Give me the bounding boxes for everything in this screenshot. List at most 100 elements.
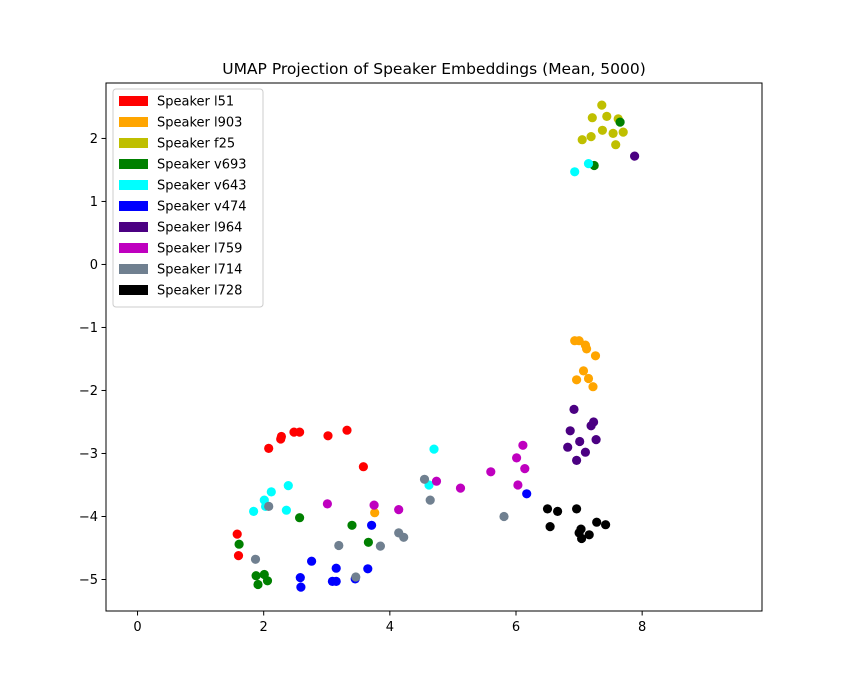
point-speaker-l728-0	[542, 504, 553, 514]
point-speaker-l728-7	[584, 530, 594, 540]
legend-label: Speaker v693	[157, 158, 247, 173]
point-speaker-v474-8	[367, 520, 377, 530]
point-speaker-v474-0	[295, 573, 305, 583]
point-speaker-f25-9	[618, 127, 628, 137]
point-speaker-v693-7	[363, 537, 373, 547]
legend-swatch	[119, 285, 148, 295]
point-speaker-l903-6	[572, 375, 582, 385]
point-speaker-l903-8	[583, 373, 594, 384]
axes-frame	[105, 82, 763, 612]
point-speaker-l51-9	[358, 462, 368, 472]
x-tick-label: 8	[638, 620, 646, 635]
point-speaker-l728-9	[601, 520, 611, 530]
legend-label: Speaker f25	[157, 137, 235, 152]
legend-swatch	[119, 180, 148, 190]
legend-label: Speaker l903	[157, 116, 242, 131]
point-speaker-v474-2	[307, 556, 317, 566]
point-speaker-l714-6	[399, 532, 409, 542]
axes-layer: 0 2 4 6 8 −5 −4 −3 −2 −1 0 1 2	[79, 82, 763, 635]
point-speaker-v474-1	[296, 582, 306, 592]
legend-swatch	[119, 243, 148, 253]
legend-frame	[112, 88, 264, 308]
point-speaker-l964-7	[589, 417, 599, 427]
legend-label: Speaker l714	[157, 263, 242, 278]
x-tick-label: 2	[260, 620, 268, 635]
point-speaker-l728-8	[592, 517, 602, 527]
point-speaker-l714-4	[375, 541, 385, 551]
y-tick-label: 0	[90, 258, 98, 273]
point-speaker-l964-2	[569, 404, 579, 414]
point-speaker-l714-7	[419, 474, 430, 484]
point-speaker-f25-6	[608, 128, 618, 138]
point-speaker-v693-2	[253, 579, 263, 590]
x-tick-label: 6	[512, 620, 520, 635]
point-speaker-l728-3	[572, 504, 582, 514]
point-speaker-l759-7	[513, 480, 523, 490]
point-speaker-l759-5	[486, 467, 496, 477]
x-tick-label: 4	[386, 620, 394, 635]
point-speaker-v643-5	[283, 481, 293, 491]
point-speaker-l728-2	[553, 506, 563, 516]
legend-label: Speaker v643	[157, 179, 247, 194]
y-tick-label: −3	[79, 447, 98, 462]
legend: Speaker l51 Speaker l903 Speaker f25 Speake…	[112, 88, 264, 308]
point-speaker-f25-5	[602, 111, 612, 121]
point-speaker-l51-2	[264, 443, 274, 453]
point-speaker-l759-2	[394, 505, 404, 515]
point-speaker-l728-5	[576, 524, 586, 534]
legend-label: Speaker l728	[157, 284, 242, 299]
legend-label: Speaker l964	[157, 221, 242, 236]
point-speaker-f25-2	[587, 113, 597, 123]
point-speaker-l903-9	[588, 382, 598, 392]
point-speaker-v643-0	[249, 506, 259, 516]
point-speaker-l51-8	[342, 425, 352, 435]
point-speaker-v693-5	[295, 513, 305, 523]
point-speaker-l759-8	[518, 440, 528, 450]
point-speaker-l759-3	[431, 476, 442, 486]
points-layer	[232, 100, 640, 592]
legend-swatch	[119, 117, 148, 127]
legend-swatch	[119, 138, 148, 148]
y-tick-label: −2	[79, 384, 98, 399]
point-speaker-l964-4	[575, 436, 585, 447]
point-speaker-l728-6	[577, 533, 587, 544]
point-speaker-l759-0	[322, 499, 332, 509]
point-speaker-l714-8	[425, 495, 435, 505]
point-speaker-v474-5	[331, 563, 341, 573]
point-speaker-v693-0	[234, 539, 244, 549]
point-speaker-v474-7	[363, 564, 373, 574]
y-tick-label: −1	[79, 321, 98, 336]
point-speaker-l51-1	[233, 551, 244, 561]
point-speaker-v643-4	[281, 505, 291, 515]
point-speaker-l714-0	[250, 554, 261, 564]
point-speaker-v693-9	[615, 117, 625, 127]
legend-label: Speaker l51	[157, 95, 234, 110]
point-speaker-l759-6	[511, 453, 522, 463]
point-speaker-l964-3	[572, 455, 582, 465]
point-speaker-l728-1	[545, 522, 555, 532]
point-speaker-l714-2	[334, 540, 344, 551]
legend-label: Speaker v474	[157, 200, 247, 215]
point-speaker-v643-9	[583, 159, 594, 169]
point-speaker-l903-7	[578, 366, 589, 376]
chart-title: UMAP Projection of Speaker Embeddings (M…	[222, 60, 646, 78]
point-speaker-l903-4	[582, 344, 592, 354]
y-tick-label: −4	[79, 510, 98, 525]
y-tick-label: 2	[90, 132, 98, 147]
point-speaker-v693-4	[262, 576, 273, 586]
legend-swatch	[119, 96, 148, 106]
point-speaker-l51-4	[276, 431, 286, 442]
legend-label: Speaker l759	[157, 242, 242, 257]
legend-swatch	[119, 222, 148, 232]
y-tick-label: −5	[79, 573, 98, 588]
point-speaker-l759-9	[520, 464, 530, 474]
point-speaker-l964-8	[591, 435, 601, 445]
point-speaker-v474-4	[331, 576, 341, 587]
point-speaker-f25-7	[611, 140, 621, 150]
point-speaker-l51-0	[232, 529, 242, 539]
point-speaker-l714-9	[499, 511, 509, 522]
point-speaker-f25-1	[586, 132, 596, 142]
point-speaker-v693-1	[251, 571, 261, 581]
point-speaker-v643-7	[429, 444, 439, 454]
